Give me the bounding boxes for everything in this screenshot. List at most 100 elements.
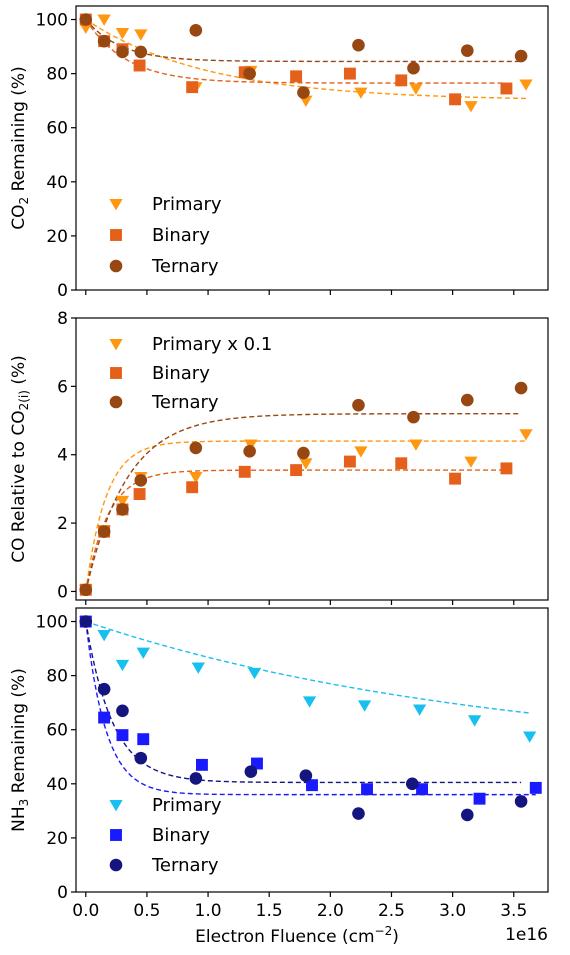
y-axis-label: NH3 Remaining (%)	[9, 668, 31, 832]
data-point-primary-x-0-1	[519, 429, 533, 441]
data-point-ternary	[297, 446, 310, 460]
legend-marker	[110, 367, 122, 379]
data-point-ternary	[405, 777, 419, 791]
data-point-binary	[500, 82, 513, 95]
fit-curve-ternary	[85, 19, 522, 63]
data-point-ternary	[189, 441, 203, 455]
data-point-binary	[238, 465, 251, 478]
data-point-ternary	[134, 751, 148, 765]
data-point-binary	[449, 472, 462, 485]
data-point-primary	[519, 79, 533, 91]
x-tick-label: 1.5	[256, 901, 283, 921]
data-point-binary	[361, 783, 373, 796]
data-point-ternary	[352, 398, 365, 412]
y-tick-label: 8	[57, 309, 68, 329]
data-point-binary	[449, 93, 462, 106]
data-point-primary-x-0-1	[115, 495, 130, 508]
x-tick-label: 2.0	[317, 901, 344, 921]
legend-label: Ternary	[151, 256, 219, 277]
y-tick-label: 6	[57, 377, 68, 397]
y-tick-label: 60	[46, 119, 68, 139]
data-point-ternary	[79, 583, 93, 597]
data-point-binary	[186, 81, 199, 94]
data-point-ternary	[244, 765, 258, 778]
data-point-primary	[467, 715, 482, 727]
data-point-ternary	[79, 13, 93, 26]
plot-frame	[75, 607, 549, 893]
fit-curve-primary	[85, 620, 530, 714]
panel-middle: 0 2 4 6 8 CO Relative to CO2(i) (%) Primary x …	[9, 309, 549, 605]
data-point-binary	[395, 457, 408, 470]
legend-label: Primary x 0.1	[152, 334, 272, 355]
y-tick-label: 100	[36, 613, 68, 633]
data-point-ternary	[299, 769, 313, 782]
data-point-binary	[116, 729, 129, 742]
data-point-binary	[343, 67, 356, 80]
data-point-ternary	[134, 45, 148, 59]
data-point-ternary	[189, 772, 203, 785]
panel-bottom: 0 20 40 60 80 100 0.0 0.5 1.0 1.5 2.0 2.5 3.0 3.5 NH3 …	[9, 607, 549, 947]
data-point-primary	[409, 83, 423, 95]
data-point-ternary	[134, 474, 148, 487]
data-point-ternary	[407, 61, 420, 75]
x-tick-label: 1.0	[195, 901, 222, 921]
data-point-primary	[523, 731, 537, 743]
data-point-primary	[136, 647, 150, 659]
legend-label: Primary	[152, 194, 222, 215]
data-point-primary	[97, 630, 111, 642]
x-tick-label: 3.0	[439, 901, 466, 921]
legend-marker	[109, 259, 123, 273]
data-point-primary	[115, 28, 130, 40]
y-tick-label: 2	[57, 514, 68, 534]
fit-curve-primary	[85, 18, 527, 100]
data-point-binary	[473, 792, 486, 805]
data-point-ternary	[514, 795, 528, 808]
data-point-ternary	[97, 525, 111, 538]
legend-label: Binary	[152, 363, 210, 384]
fit-curve-binary	[85, 19, 507, 84]
data-point-binary	[133, 59, 146, 72]
legend: Primary Binary Ternary	[109, 194, 222, 277]
data-point-primary-x-0-1	[354, 446, 368, 458]
y-tick-label: 80	[46, 65, 68, 85]
data-point-ternary	[97, 34, 111, 48]
data-point-ternary	[460, 808, 474, 822]
legend: Primary x 0.1 Binary Ternary	[109, 334, 272, 413]
data-point-primary	[412, 704, 427, 716]
legend-marker	[109, 800, 123, 812]
data-point-binary	[290, 464, 303, 477]
data-point-ternary	[116, 503, 129, 516]
y-tick-label: 4	[57, 446, 68, 466]
y-tick-label: 20	[46, 227, 68, 247]
data-point-primary	[115, 659, 130, 672]
y-tick-label: 20	[46, 829, 68, 849]
data-point-binary	[306, 779, 318, 792]
data-point-ternary	[297, 86, 310, 99]
data-point-primary	[302, 696, 317, 708]
fit-curve-binary	[85, 621, 536, 796]
data-point-primary-x-0-1	[409, 439, 423, 451]
data-point-ternary	[460, 393, 474, 407]
x-tick-label: 0.0	[72, 901, 99, 921]
data-point-binary	[195, 758, 208, 771]
x-tick-label: 0.5	[133, 901, 160, 921]
y-tick-label: 40	[46, 775, 68, 795]
data-point-binary	[186, 481, 199, 494]
data-point-binary	[416, 783, 429, 796]
fit-curve-primary-x-0-1	[85, 440, 526, 592]
y-tick-label: 0	[57, 281, 68, 301]
y-axis-label: CO2 Remaining (%)	[9, 66, 31, 229]
y-axis-label: CO Relative to CO2(i) (%)	[9, 355, 31, 563]
x-axis-multiplier: 1e16	[505, 925, 548, 945]
data-point-binary	[251, 757, 263, 770]
legend-marker	[109, 199, 123, 211]
data-point-binary	[529, 781, 542, 794]
data-point-ternary	[514, 381, 528, 395]
data-point-binary	[395, 74, 408, 87]
data-point-primary	[79, 22, 93, 34]
data-point-ternary	[514, 49, 528, 63]
data-point-ternary	[352, 807, 365, 820]
data-point-primary	[191, 662, 205, 674]
y-tick-label: 60	[46, 721, 68, 741]
